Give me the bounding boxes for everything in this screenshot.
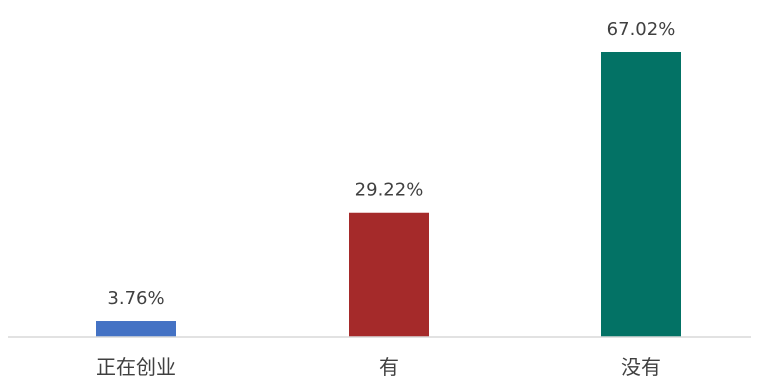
bar-3: [601, 52, 681, 337]
data-label-1: 3.76%: [107, 288, 164, 309]
bars-layer: [96, 52, 681, 337]
category-label-2: 有: [379, 355, 399, 378]
bar-2: [349, 212, 429, 337]
category-label-3: 没有: [621, 355, 661, 378]
data-label-3: 67.02%: [607, 19, 676, 40]
data-label-2: 29.22%: [355, 180, 424, 201]
data-labels-layer: 3.76% 29.22% 67.02%: [107, 19, 675, 309]
category-labels-layer: 正在创业 有 没有: [96, 355, 661, 378]
bar-1: [96, 321, 176, 337]
category-label-1: 正在创业: [96, 355, 176, 378]
